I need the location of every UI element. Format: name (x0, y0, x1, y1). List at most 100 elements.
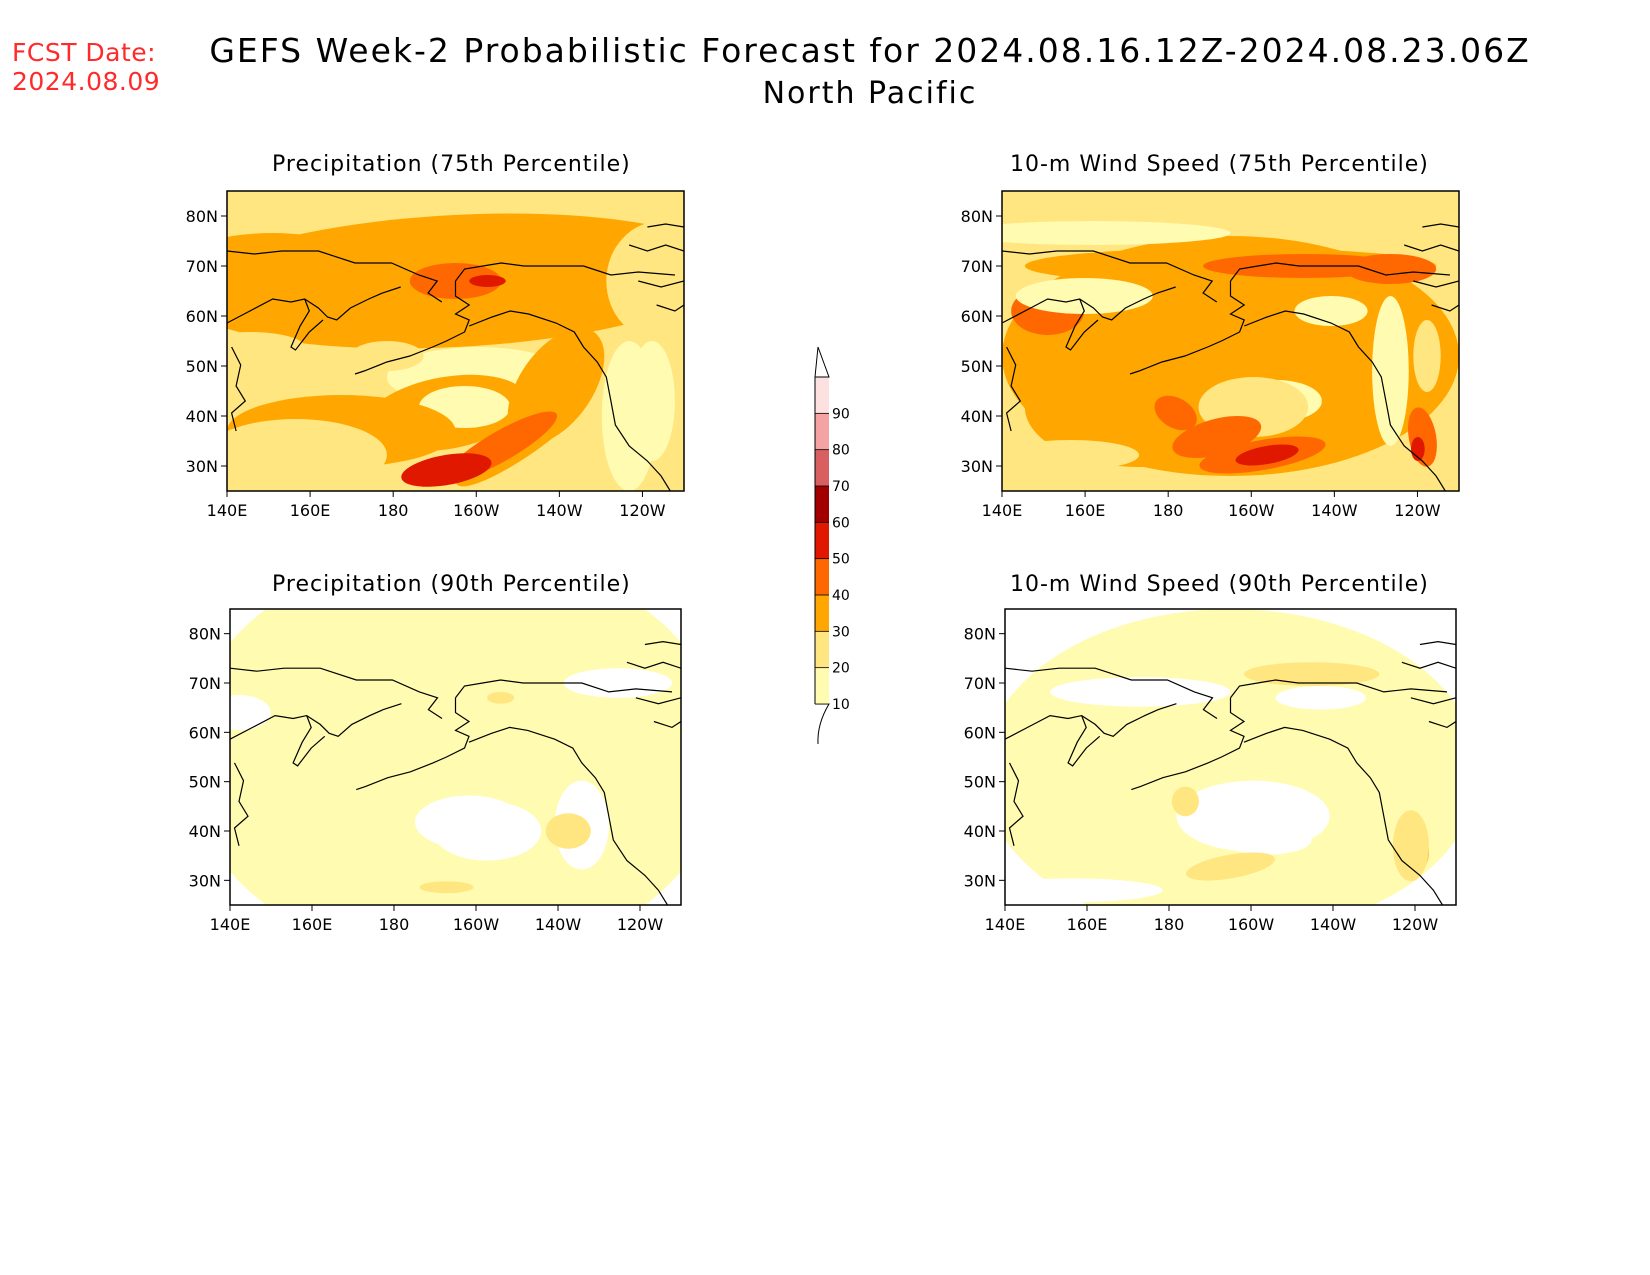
wind75-coastline-2 (1065, 298, 1099, 351)
precip90-coastline-6 (468, 726, 669, 905)
precip75-lon-label-5: 120W (619, 501, 666, 520)
wind90-lat-label-3: 50N (964, 773, 996, 792)
wind90-contour-6 (1050, 677, 1231, 707)
colorbar-swatch-1 (815, 631, 829, 668)
wind90-coastline-6 (1243, 726, 1444, 905)
precip75-lat-label-5: 30N (186, 457, 218, 476)
wind75-coastline-8 (1422, 223, 1459, 228)
precip90-contour-8 (230, 694, 271, 731)
precip75-contour-14 (629, 341, 675, 461)
precip75-coastline-0 (227, 250, 443, 303)
precip75-coastline-8 (647, 223, 684, 228)
precip90-contour-7 (563, 668, 672, 698)
wind90-coastline-0 (1005, 667, 1218, 720)
colorbar-swatch-3 (815, 558, 829, 595)
precip75-contour-17 (350, 341, 424, 371)
precip90-contour-6 (487, 691, 515, 704)
precip75-frame (226, 190, 685, 492)
panel-title-precip75: Precipitation (75th Percentile) (272, 152, 631, 177)
map-wind75: 140E 160E 180 160W 140W 120W 80N 70N 60N 50N 40N 30… (961, 190, 1460, 520)
wind90-lat-label-1: 70N (964, 674, 996, 693)
precip90-coastline-9 (626, 661, 681, 669)
colorbar-label-0: 10 (832, 697, 850, 713)
fcst-label: FCST Date: (12, 38, 157, 67)
wind75-contour-17 (1413, 320, 1441, 392)
wind90-coastline-10 (1410, 697, 1456, 705)
wind75-lat-label-2: 60N (961, 307, 993, 326)
wind75-lon-label-1: 160E (1065, 501, 1106, 520)
precip75-coastline-5 (354, 346, 433, 375)
colorbar-swatch-6 (815, 449, 829, 486)
wind90-lon-label-0: 140E (985, 915, 1026, 934)
panel-title-wind90: 10-m Wind Speed (90th Percentile) (1010, 572, 1429, 597)
colorbar-swatch-8 (815, 377, 829, 414)
wind75-lat-label-1: 70N (961, 257, 993, 276)
precip75-coastline-3 (455, 262, 675, 282)
precip75-coastline-2 (290, 298, 324, 351)
wind90-lat-label-0: 80N (964, 625, 996, 644)
precip90-lat-label-4: 40N (189, 822, 221, 841)
precip90-lon-label-1: 160E (292, 915, 333, 934)
wind75-coastline-4 (1207, 281, 1246, 348)
precip75-coastline-4 (432, 281, 471, 348)
colorbar-label-1: 20 (832, 661, 850, 677)
precip90-lon-label-2: 180 (379, 915, 410, 934)
precip90-coastline-1 (230, 703, 402, 740)
precip90-lon-label-5: 120W (617, 915, 664, 934)
precip75-coastline-7 (230, 346, 247, 432)
wind90-coastline-8 (1419, 640, 1456, 646)
precip90-lat-label-1: 70N (189, 674, 221, 693)
precip90-lon-label-0: 140E (210, 915, 251, 934)
colorbar-swatch-2 (815, 595, 829, 632)
wind75-coastline-3 (1230, 262, 1450, 282)
precip75-lon-label-1: 160E (290, 501, 331, 520)
precip90-contour-0 (230, 609, 681, 905)
colorbar-label-4: 50 (832, 552, 850, 568)
precip75-contour-3 (227, 332, 305, 362)
colorbar-swatch-0 (815, 667, 829, 704)
wind90-lat-label-4: 40N (964, 822, 996, 841)
wind90-contour-3 (1186, 852, 1275, 881)
wind90-coastline-5 (1131, 762, 1209, 791)
wind75-coastline-0 (1002, 250, 1218, 303)
colorbar-label-8: 90 (832, 406, 850, 422)
precip75-lat-label-3: 50N (186, 357, 218, 376)
colorbar-bottom-cap (815, 703, 830, 745)
colorbar-label-6: 70 (832, 479, 850, 495)
colorbar-top-cap (814, 346, 830, 378)
precip75-coastline-1 (227, 286, 401, 324)
wind90-coastline-3 (1230, 679, 1448, 699)
colorbar-swatch-7 (815, 413, 829, 450)
precip90-coastline-7 (233, 762, 249, 846)
wind90-contour-8 (1005, 878, 1163, 903)
precip90-frame (229, 608, 682, 906)
wind75-contour-18 (1002, 440, 1140, 470)
precip75-coastline-9 (629, 244, 684, 252)
map-precip75: 140E 160E 180 160W 140W 120W 80N 70N 60N 50N 40N 30… (186, 190, 685, 520)
precip90-coastline-5 (356, 762, 434, 791)
fcst-date-label: FCST Date: 2024.08.09 (12, 38, 160, 96)
wind90-contour-10 (1171, 786, 1199, 817)
colorbar-label-2: 30 (832, 624, 850, 640)
map-wind90: 140E 160E 180 160W 140W 120W 80N 70N 60N 50N 40N 30… (964, 608, 1457, 934)
wind75-lat-label-5: 30N (961, 457, 993, 476)
precip90-contour-4 (545, 813, 591, 849)
colorbar: 10 20 30 40 50 60 70 80 90 (814, 346, 850, 745)
wind75-coastline-9 (1404, 244, 1459, 252)
wind90-coastline-2 (1067, 715, 1101, 767)
panel-title-wind75: 10-m Wind Speed (75th Percentile) (1010, 152, 1429, 177)
region-title: North Pacific (762, 76, 978, 111)
wind90-lon-label-3: 160W (1228, 915, 1275, 934)
wind75-contour-6 (1235, 444, 1299, 466)
precip90-coastline-3 (455, 679, 673, 699)
wind75-lon-label-4: 140W (1311, 501, 1358, 520)
wind90-contour-7 (1275, 685, 1366, 710)
precip90-lat-label-0: 80N (189, 625, 221, 644)
precip90-coastline-0 (230, 667, 443, 720)
wind75-lat-label-0: 80N (961, 207, 993, 226)
wind75-contour-10 (1344, 254, 1437, 284)
precip90-coastline-11 (653, 720, 681, 729)
precip90-coastline-4 (432, 697, 471, 764)
wind90-coastline-11 (1428, 720, 1456, 729)
wind75-lat-label-4: 40N (961, 407, 993, 426)
